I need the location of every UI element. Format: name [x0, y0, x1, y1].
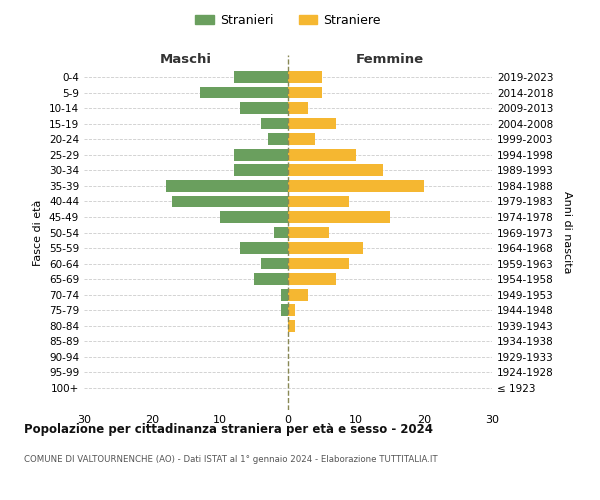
Bar — [268, 134, 288, 145]
Bar — [172, 196, 288, 207]
Bar — [288, 196, 349, 207]
Text: Maschi: Maschi — [160, 53, 212, 66]
Bar — [288, 71, 322, 83]
Bar — [233, 71, 288, 83]
Bar — [288, 289, 308, 300]
Bar — [288, 134, 315, 145]
Bar — [288, 149, 356, 160]
Bar — [288, 304, 295, 316]
Bar — [288, 164, 383, 176]
Y-axis label: Anni di nascita: Anni di nascita — [562, 191, 572, 274]
Bar — [288, 102, 308, 114]
Bar — [254, 274, 288, 285]
Bar — [261, 118, 288, 130]
Bar — [288, 258, 349, 270]
Y-axis label: Fasce di età: Fasce di età — [34, 200, 43, 266]
Bar — [233, 149, 288, 160]
Bar — [288, 226, 329, 238]
Bar — [288, 274, 335, 285]
Text: Popolazione per cittadinanza straniera per età e sesso - 2024: Popolazione per cittadinanza straniera p… — [24, 422, 433, 436]
Bar — [288, 180, 424, 192]
Bar — [261, 258, 288, 270]
Bar — [288, 86, 322, 99]
Bar — [288, 118, 335, 130]
Text: COMUNE DI VALTOURNENCHE (AO) - Dati ISTAT al 1° gennaio 2024 - Elaborazione TUTT: COMUNE DI VALTOURNENCHE (AO) - Dati ISTA… — [24, 455, 437, 464]
Bar — [220, 211, 288, 223]
Bar — [288, 211, 390, 223]
Legend: Stranieri, Straniere: Stranieri, Straniere — [190, 8, 386, 32]
Bar — [200, 86, 288, 99]
Bar — [281, 289, 288, 300]
Text: Femmine: Femmine — [356, 53, 424, 66]
Bar — [288, 242, 363, 254]
Bar — [241, 102, 288, 114]
Bar — [166, 180, 288, 192]
Bar — [233, 164, 288, 176]
Bar — [274, 226, 288, 238]
Bar — [241, 242, 288, 254]
Bar — [281, 304, 288, 316]
Bar — [288, 320, 295, 332]
